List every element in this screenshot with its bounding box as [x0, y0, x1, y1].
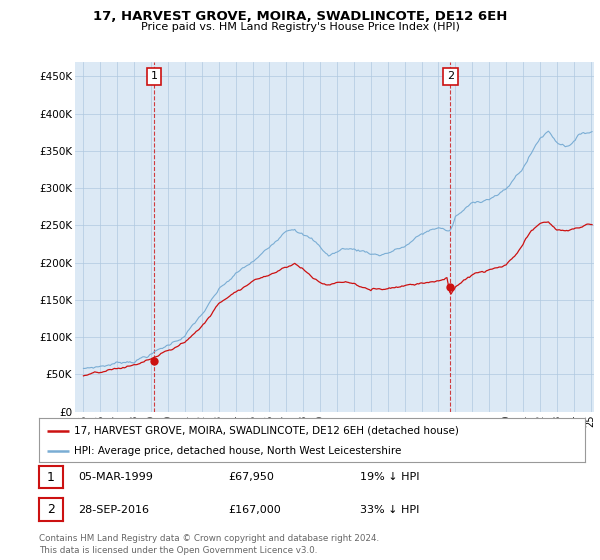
- Text: 17, HARVEST GROVE, MOIRA, SWADLINCOTE, DE12 6EH (detached house): 17, HARVEST GROVE, MOIRA, SWADLINCOTE, D…: [74, 426, 460, 436]
- Text: 1: 1: [151, 72, 157, 82]
- Text: Price paid vs. HM Land Registry's House Price Index (HPI): Price paid vs. HM Land Registry's House …: [140, 22, 460, 32]
- Text: 2: 2: [47, 503, 55, 516]
- Text: 2: 2: [447, 72, 454, 82]
- Text: 28-SEP-2016: 28-SEP-2016: [78, 505, 149, 515]
- Text: £67,950: £67,950: [228, 472, 274, 482]
- Text: HPI: Average price, detached house, North West Leicestershire: HPI: Average price, detached house, Nort…: [74, 446, 402, 456]
- Text: 19% ↓ HPI: 19% ↓ HPI: [360, 472, 419, 482]
- Text: 1: 1: [47, 470, 55, 484]
- Text: Contains HM Land Registry data © Crown copyright and database right 2024.
This d: Contains HM Land Registry data © Crown c…: [39, 534, 379, 555]
- Text: 17, HARVEST GROVE, MOIRA, SWADLINCOTE, DE12 6EH: 17, HARVEST GROVE, MOIRA, SWADLINCOTE, D…: [93, 10, 507, 23]
- Text: 05-MAR-1999: 05-MAR-1999: [78, 472, 153, 482]
- Text: £167,000: £167,000: [228, 505, 281, 515]
- Text: 33% ↓ HPI: 33% ↓ HPI: [360, 505, 419, 515]
